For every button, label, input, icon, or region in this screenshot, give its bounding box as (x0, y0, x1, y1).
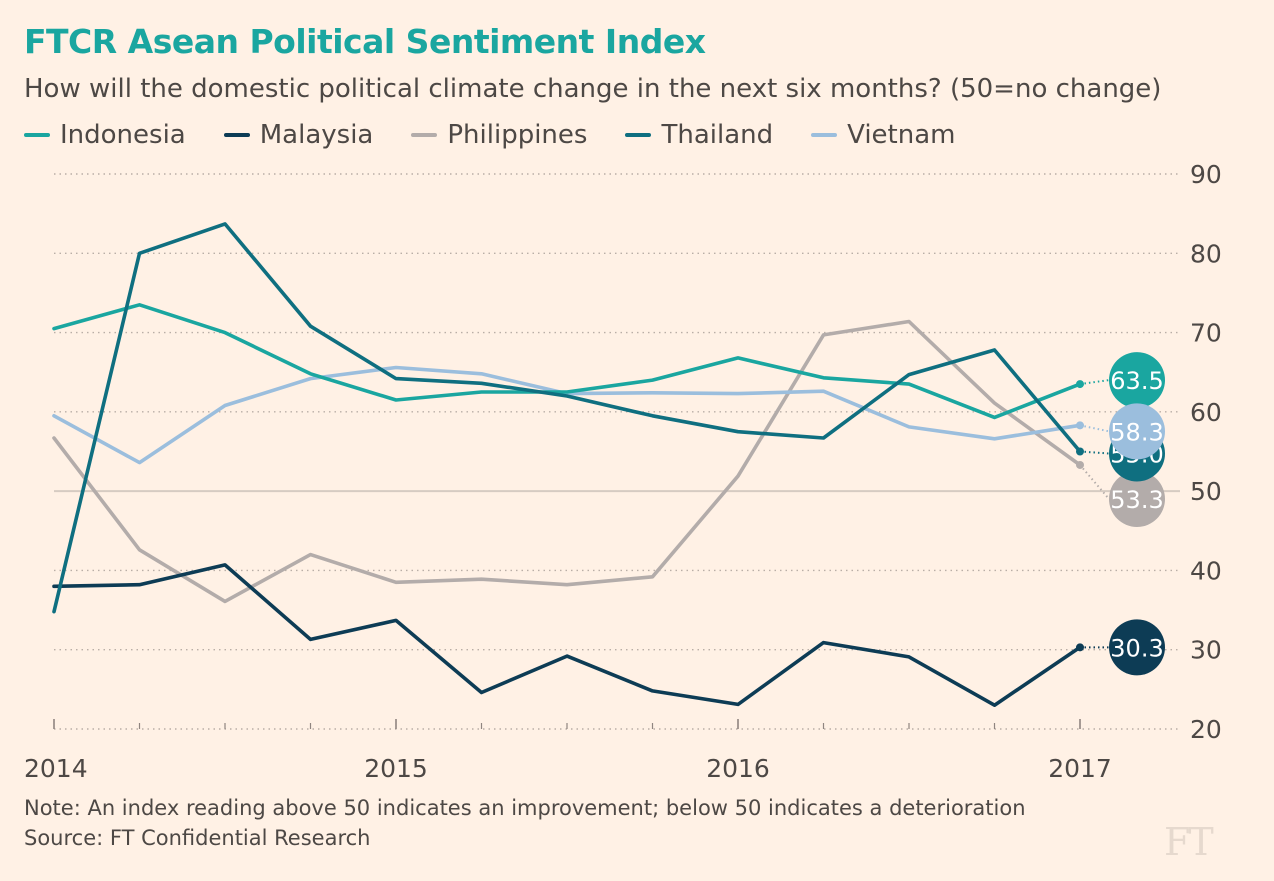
legend-item-thailand: Thailand (625, 120, 773, 150)
end-value-label-indonesia: 63.5 (1110, 367, 1163, 395)
x-tick-label: 2015 (364, 754, 428, 783)
series-line-thailand (52, 222, 1082, 614)
y-tick-label: 70 (1190, 319, 1222, 348)
legend-item-vietnam: Vietnam (811, 120, 955, 150)
end-connector-philippines (1079, 464, 1110, 500)
legend-swatch (223, 133, 250, 137)
legend-swatch (811, 133, 838, 137)
y-tick-label: 60 (1190, 398, 1222, 427)
legend-label: Vietnam (847, 120, 956, 150)
legend-label: Thailand (661, 120, 774, 150)
y-tick-label: 30 (1190, 636, 1222, 665)
legend-item-philippines: Philippines (411, 120, 587, 150)
series-line-philippines (52, 319, 1082, 604)
y-tick-label: 90 (1190, 160, 1222, 189)
y-tick-label: 20 (1190, 715, 1222, 744)
end-connector-thailand (1079, 450, 1110, 455)
end-badge-philippines (1109, 470, 1165, 527)
legend-label: Malaysia (259, 120, 374, 150)
y-tick-label: 40 (1190, 556, 1222, 585)
series-line-malaysia (52, 563, 1082, 708)
end-badge-indonesia (1109, 352, 1165, 409)
y-tick-label: 80 (1190, 239, 1222, 268)
legend-swatch (24, 133, 50, 137)
end-connector-vietnam (1079, 424, 1110, 433)
chart-note: Note: An index reading above 50 indicate… (24, 796, 1026, 820)
legend-item-malaysia: Malaysia (223, 120, 374, 150)
end-value-label-vietnam: 58.3 (1110, 418, 1163, 446)
series-line-indonesia (52, 302, 1082, 420)
chart-source: Source: FT Confidential Research (24, 826, 371, 850)
legend: Indonesia Malaysia Philippines Thailand Viet… (24, 120, 993, 150)
legend-item-indonesia: Indonesia (24, 120, 186, 150)
legend-label: Indonesia (60, 120, 186, 150)
series-line-vietnam (52, 365, 1082, 465)
x-tick-label: 2016 (706, 754, 770, 783)
x-tick-label: 2014 (24, 754, 88, 783)
end-value-label-philippines: 53.3 (1110, 486, 1163, 514)
end-badge-vietnam (1109, 403, 1165, 460)
end-value-label-malaysia: 30.3 (1110, 634, 1163, 662)
legend-swatch (411, 133, 438, 137)
x-tick-label: 2017 (1048, 754, 1112, 783)
end-badge-malaysia (1109, 619, 1165, 676)
y-tick-label: 50 (1190, 477, 1222, 506)
legend-label: Philippines (447, 120, 588, 150)
chart-title: FTCR Asean Political Sentiment Index (24, 22, 706, 61)
end-connector-indonesia (1079, 379, 1110, 386)
legend-swatch (625, 133, 652, 137)
ft-logo: FT (1164, 820, 1214, 864)
chart-subtitle: How will the domestic political climate … (24, 74, 1162, 104)
